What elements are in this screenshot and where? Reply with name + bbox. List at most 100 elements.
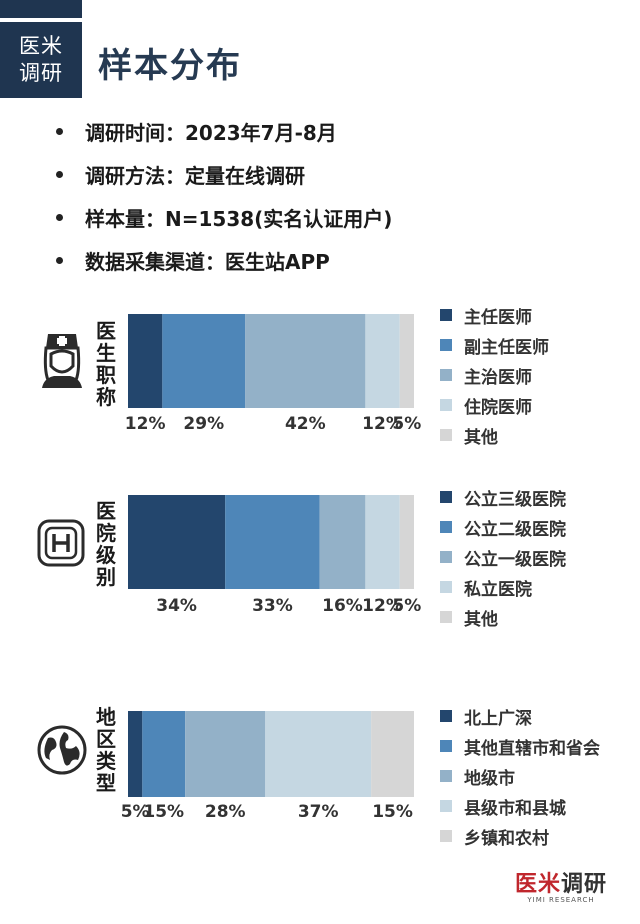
legend-label: 乡镇和农村 (464, 828, 549, 849)
legend-swatch (440, 830, 452, 842)
legend-item: 主任医师 (440, 300, 549, 330)
legend-label: 主治医师 (464, 367, 532, 388)
page-title: 样本分布 (98, 46, 242, 86)
bullet-item: 数据采集渠道：医生站APP (56, 239, 392, 282)
legend-label: 公立一级医院 (464, 549, 566, 570)
legend-swatch (440, 770, 452, 782)
bullet-dot-icon (56, 257, 63, 264)
group-label-text: 医院级别 (96, 499, 116, 589)
data-label: 5% (392, 414, 422, 434)
legend-item: 北上广深 (440, 701, 600, 731)
legend-label: 北上广深 (464, 708, 532, 729)
footer-logo-sub: YIMI RESEARCH (527, 896, 595, 904)
hospital-icon (37, 519, 85, 567)
legend-swatch (440, 399, 452, 411)
legend-label: 公立三级医院 (464, 489, 566, 510)
legend-item: 其他 (440, 602, 566, 632)
bar-segment (128, 314, 163, 408)
legend-item: 其他直辖市和省会 (440, 731, 600, 761)
group-label-text: 地区类型 (96, 705, 116, 795)
bar-segment (399, 495, 414, 589)
footer-logo-text: 医米调研 (506, 866, 616, 898)
legend-item: 其他 (440, 420, 549, 450)
legend-label: 县级市和县城 (464, 798, 566, 819)
bullet-item: 调研方法：定量在线调研 (56, 153, 392, 196)
legend-swatch (440, 369, 452, 381)
legend-swatch (440, 611, 452, 623)
legend-swatch (440, 429, 452, 441)
legend-item: 乡镇和农村 (440, 821, 600, 851)
chart-legend: 公立三级医院 公立二级医院 公立一级医院 私立医院其他 (440, 482, 566, 632)
data-label: 33% (252, 596, 293, 616)
data-label: 28% (204, 802, 246, 822)
legend-item: 县级市和县城 (440, 791, 600, 821)
survey-info-list: 调研时间：2023年7月-8月 调研方法：定量在线调研 样本量：N=1538(实… (56, 110, 392, 282)
legend-swatch (440, 491, 452, 503)
data-label: 15% (143, 802, 185, 822)
bullet-text: 数据采集渠道：医生站APP (85, 250, 330, 274)
bullet-dot-icon (56, 128, 63, 135)
bullet-text: 调研方法：定量在线调研 (85, 164, 305, 188)
footer-logo-red: 医米 (514, 872, 561, 897)
legend-swatch (440, 521, 452, 533)
data-label: 34% (156, 596, 197, 616)
bar-segment (185, 711, 266, 797)
legend-item: 副主任医师 (440, 330, 549, 360)
brand-box: 医米 调研 (0, 22, 82, 98)
bar-segment (319, 495, 366, 589)
bar-segment (225, 495, 320, 589)
group-label-hospital: 医院级别 (92, 500, 120, 588)
legend-item: 主治医师 (440, 360, 549, 390)
legend-label: 其他 (464, 427, 498, 448)
bullet-text: 调研时间：2023年7月-8月 (85, 121, 337, 145)
legend-label: 主任医师 (464, 307, 532, 328)
bullet-dot-icon (56, 171, 63, 178)
bar-segment (142, 711, 186, 797)
brand-line-2: 调研 (19, 61, 63, 85)
top-accent-strip (0, 0, 82, 18)
legend-item: 公立一级医院 (440, 542, 566, 572)
legend-item: 公立三级医院 (440, 482, 566, 512)
group-label-title: 医生职称 (92, 320, 120, 408)
data-label: 15% (372, 802, 413, 822)
legend-label: 住院医师 (464, 397, 532, 418)
data-label: 37% (297, 802, 339, 822)
legend-label: 私立医院 (464, 579, 532, 600)
bar-segment (128, 495, 226, 589)
data-label: 5% (120, 802, 150, 822)
bullet-dot-icon (56, 214, 63, 221)
legend-swatch (440, 581, 452, 593)
data-label: 42% (284, 414, 326, 434)
bar-segment (245, 314, 366, 408)
brand-line-1: 医米 (19, 34, 63, 58)
bullet-text: 样本量：N=1538(实名认证用户) (85, 207, 393, 231)
legend-swatch (440, 339, 452, 351)
footer-logo-black: 调研 (561, 872, 608, 897)
legend-item: 地级市 (440, 761, 600, 791)
legend-item: 私立医院 (440, 572, 566, 602)
bar-segment (365, 314, 400, 408)
group-label-text: 医生职称 (96, 319, 116, 409)
data-label: 16% (322, 596, 363, 616)
data-label: 29% (183, 414, 225, 434)
bullet-item: 样本量：N=1538(实名认证用户) (56, 196, 392, 239)
globe-icon (37, 725, 87, 775)
legend-swatch (440, 800, 452, 812)
footer-logo: 医米调研 YIMI RESEARCH (506, 866, 616, 904)
bar-segment (128, 711, 143, 797)
legend-label: 公立二级医院 (464, 519, 566, 540)
legend-item: 住院医师 (440, 390, 549, 420)
legend-swatch (440, 710, 452, 722)
bullet-item: 调研时间：2023年7月-8月 (56, 110, 392, 153)
bar-segment (365, 495, 400, 589)
data-label: 5% (392, 596, 422, 616)
chart-legend: 主任医师副主任医师主治医师住院医师其他 (440, 300, 549, 450)
bar-segment (265, 711, 372, 797)
legend-label: 副主任医师 (464, 337, 549, 358)
chart-legend: 北上广深其他直辖市和省会 地级市县级市和县城 乡镇和农村 (440, 701, 600, 851)
legend-label: 地级市 (464, 768, 515, 789)
legend-label: 其他 (464, 609, 498, 630)
bar-segment (371, 711, 414, 797)
legend-label: 其他直辖市和省会 (464, 738, 600, 759)
bar-segment (399, 314, 414, 408)
